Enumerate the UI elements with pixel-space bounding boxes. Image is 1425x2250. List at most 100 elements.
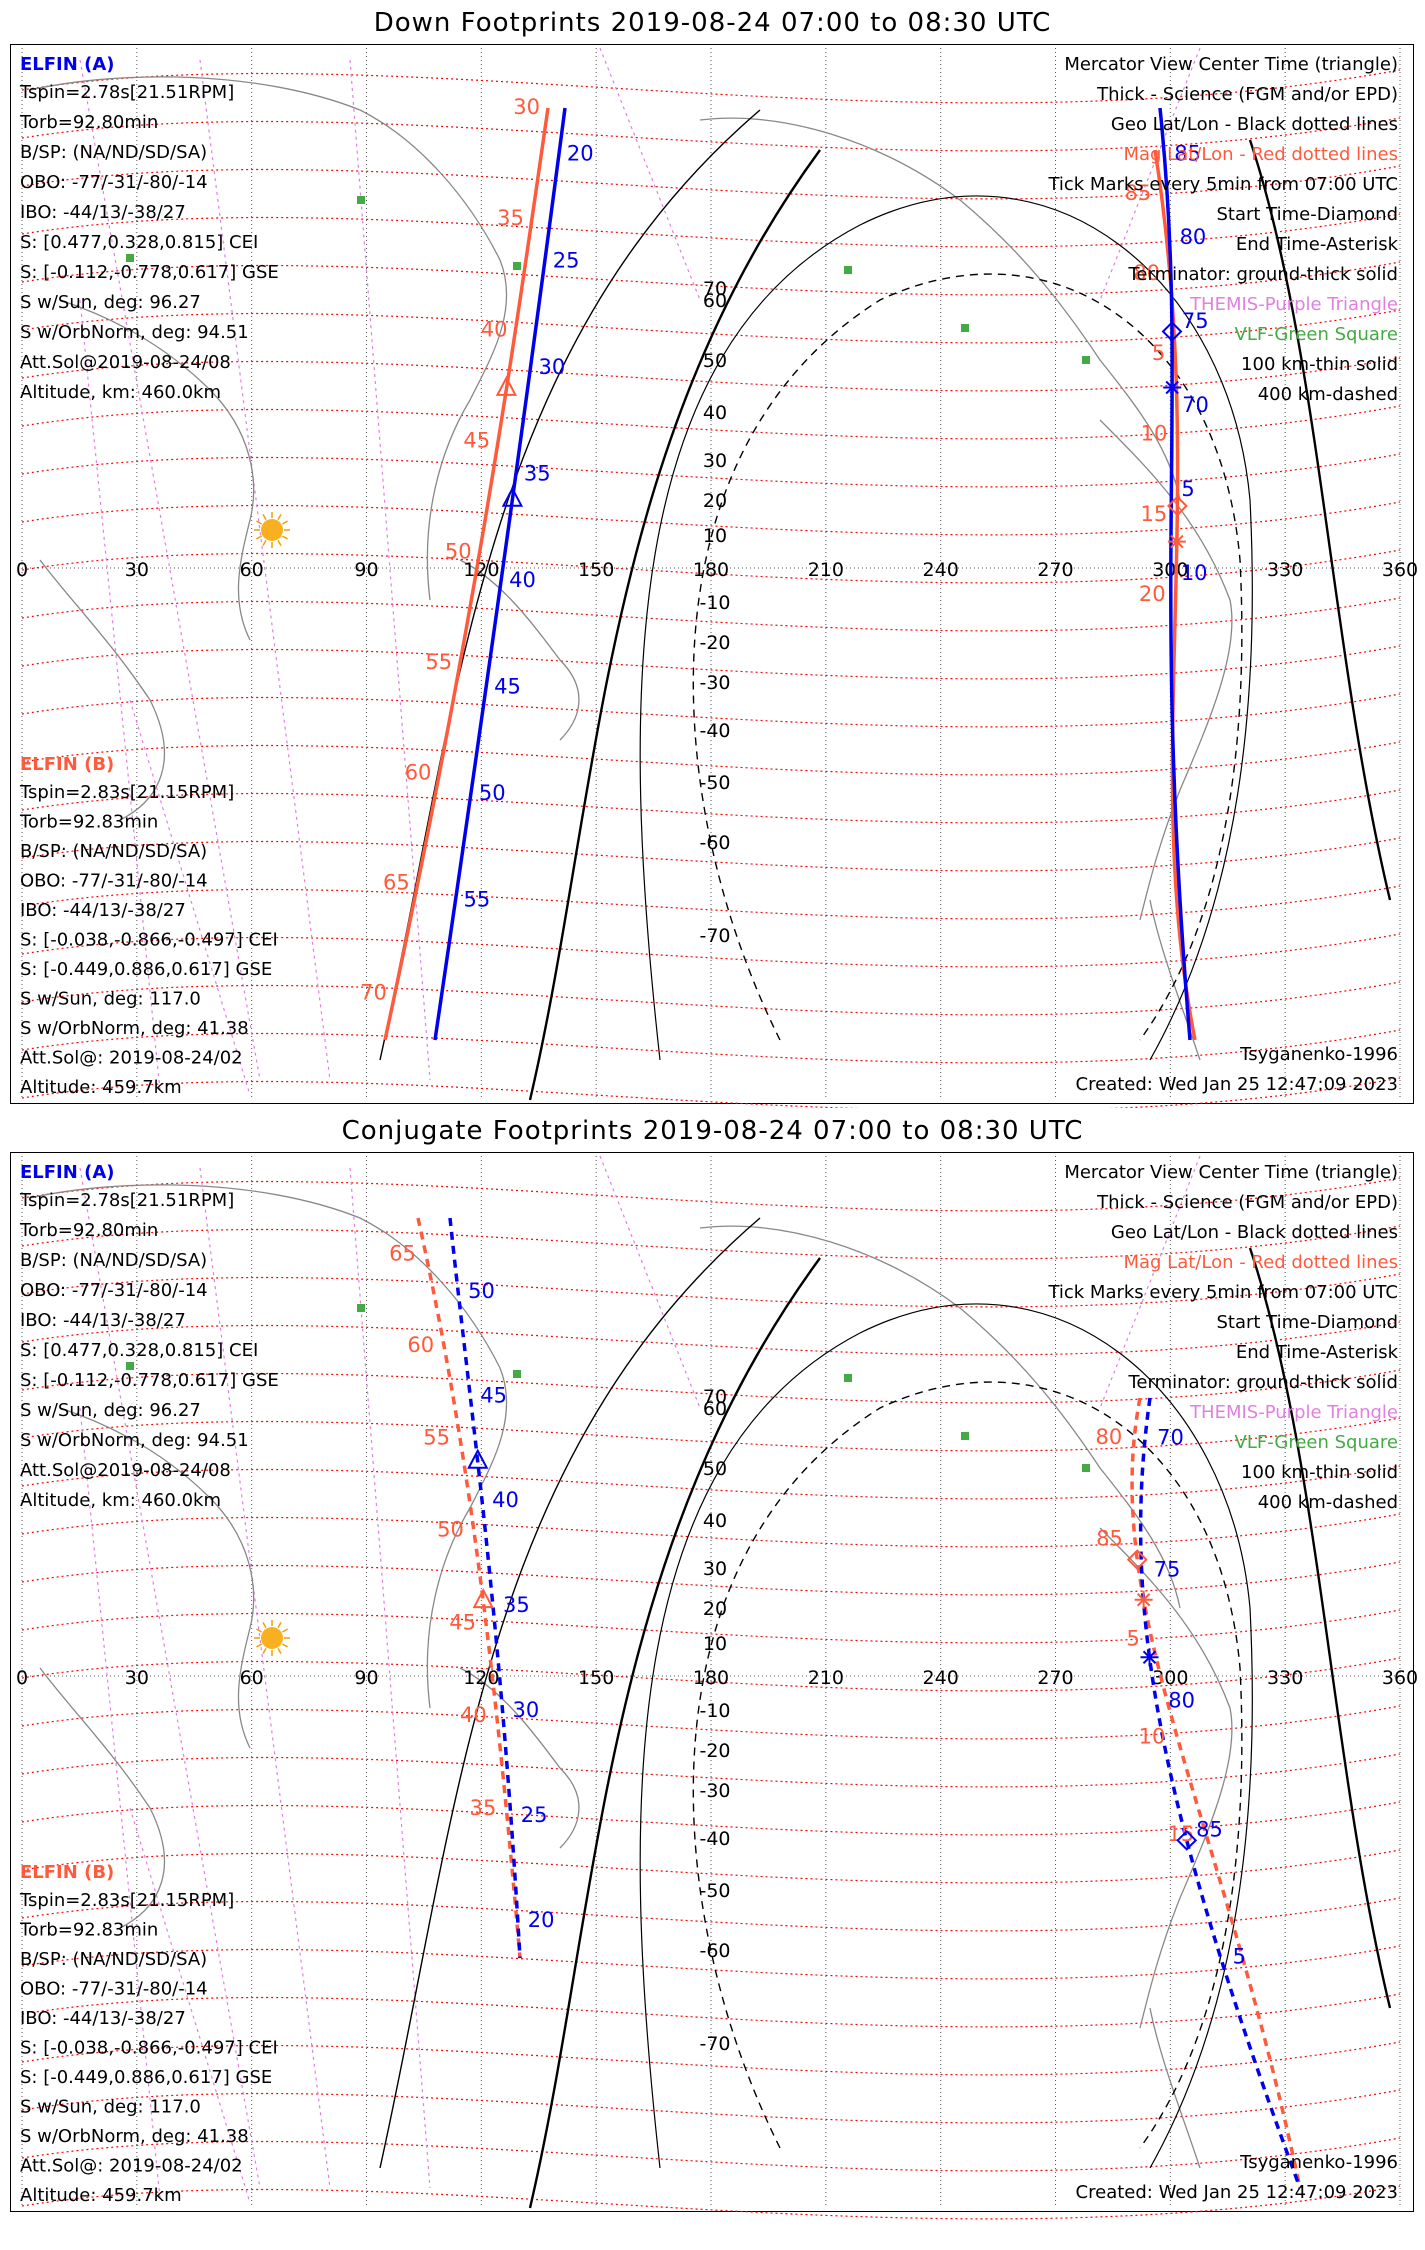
mag-latitude-line — [21, 1417, 1401, 1452]
elfin-a-tick-label: 50 — [468, 1279, 495, 1303]
lat-label: -40 — [699, 1828, 730, 1850]
lon-label: 0 — [16, 1667, 28, 1689]
elfin-b-tick-label: 5 — [1126, 1627, 1139, 1651]
lat-label: -10 — [699, 592, 730, 614]
coastline — [699, 117, 1181, 501]
sun-ray — [277, 1622, 282, 1628]
elfin-b-info-line: S: [-0.038,-0.866,-0.497] CEI — [20, 930, 278, 951]
elfin-b-name: ELFIN (B) — [20, 754, 114, 775]
lon-label: 150 — [578, 1667, 614, 1689]
mag-latitude-line — [21, 1945, 1401, 1980]
mag-latitude-line — [21, 2041, 1401, 2076]
elfin-b-tick-label: 35 — [497, 206, 524, 230]
terminator-ground-east — [1248, 139, 1392, 901]
terminator-ground-west — [528, 1257, 821, 2209]
lat-label: 60 — [703, 290, 727, 312]
elfin-b-tick-label: 50 — [445, 539, 472, 563]
elfin-a-info-line: OBO: -77/-31/-80/-14 — [20, 1280, 208, 1301]
vlf-green-square — [513, 1370, 521, 1378]
elfin-b-info: ELFIN (B) Tspin=2.83s[21.15RPM] Torb=92.83… — [19, 1862, 278, 2206]
elfin-a-info-line: S: [0.477,0.328,0.815] CEI — [20, 1340, 258, 1361]
mag-latitude-line — [21, 1801, 1401, 1836]
elfin-b-tick-label: 40 — [481, 317, 508, 341]
legend-l11: 100 km-thin solid — [1241, 1462, 1398, 1483]
legend-l5: Tick Marks every 5min from 07:00 UTC — [1047, 1282, 1398, 1303]
sun-ray — [256, 1643, 262, 1648]
elfin-a-tick-label: 50 — [479, 781, 506, 805]
elfin-a-tick-label: 70 — [1182, 393, 1209, 417]
lon-label: 60 — [240, 559, 264, 581]
elfin-b-track-west — [383, 107, 550, 1041]
lat-label: 30 — [703, 450, 727, 472]
mag-latitude-line — [21, 1077, 1401, 1108]
lon-label: 60 — [240, 1667, 264, 1689]
lat-label: 50 — [703, 1458, 727, 1480]
mag-latitude-line — [21, 1513, 1401, 1548]
elfin-b-tick-label: 55 — [423, 1425, 450, 1449]
footprint-tracks: 50 45 40 35 30 25 20 65 60 55 50 45 40 35 70 75 80 85 5 80 8… — [389, 1217, 1302, 2189]
legend-l9: THEMIS-Purple Triangle — [1189, 1402, 1398, 1423]
end-time-asterisk — [1163, 378, 1182, 397]
sun-ray — [282, 520, 288, 525]
elfin-a-info: ELFIN (A) Tspin=2.78s[21.51RPM] Torb=92.80… — [19, 54, 279, 403]
elfin-a-name: ELFIN (A) — [20, 54, 114, 75]
elfin-a-tick-label: 20 — [567, 142, 594, 166]
coastlines — [29, 76, 1233, 1061]
coastline — [59, 299, 255, 641]
elfin-b-info-line: Tspin=2.83s[21.15RPM] — [19, 782, 234, 803]
sun-icon — [254, 1620, 290, 1656]
sun-ray — [256, 535, 262, 540]
center-time-triangle — [467, 1448, 489, 1469]
lon-label: 270 — [1037, 1667, 1073, 1689]
created-timestamp: Created: Wed Jan 25 12:47:09 2023 — [1076, 2182, 1398, 2203]
legend: Mercator View Center Time (triangle) Thic… — [1047, 54, 1398, 405]
elfin-a-info-line: Tspin=2.78s[21.51RPM] — [19, 82, 234, 103]
axis-labels: 0 30 60 90 120 150 180 210 240 270 300 330 360706050… — [16, 1386, 1418, 2055]
lon-label: 330 — [1267, 1667, 1303, 1689]
mag-latitude-line — [21, 1225, 1401, 1260]
map-canvas: 0 30 60 90 120 150 180 210 240 270 300 330 360706050… — [16, 47, 1418, 1108]
elfin-b-info-line: B/SP: (NA/ND/SD/SA) — [20, 841, 207, 862]
vlf-green-square — [1082, 356, 1090, 364]
lon-label: 210 — [808, 1667, 844, 1689]
lon-label: 240 — [923, 559, 959, 581]
elfin-a-info-line: S w/OrbNorm, deg: 94.51 — [20, 1430, 249, 1451]
legend-l2: Thick - Science (FGM and/or EPD) — [1096, 84, 1398, 105]
sun-ray — [282, 535, 288, 540]
legend-l3: Geo Lat/Lon - Black dotted lines — [1111, 1222, 1398, 1243]
mag-latitude-line — [21, 645, 1401, 680]
lon-label: 90 — [354, 559, 378, 581]
mag-latitude-line — [21, 2137, 1401, 2172]
mag-longitude-line — [599, 1155, 701, 1409]
elfin-b-info-line: IBO: -44/13/-38/27 — [20, 2008, 186, 2029]
elfin-b-info-line: IBO: -44/13/-38/27 — [20, 900, 186, 921]
lon-label: 150 — [578, 559, 614, 581]
start-time-diamond — [1161, 321, 1183, 342]
geo-grid — [21, 48, 1401, 1100]
elfin-a-tick-label: 35 — [503, 1593, 530, 1617]
sun-icon — [254, 512, 290, 548]
elfin-a-tick-label: 70 — [1157, 1425, 1184, 1449]
lat-label: -50 — [699, 772, 730, 794]
lat-label: 50 — [703, 350, 727, 372]
mag-longitude-line — [199, 59, 331, 1081]
elfin-b-name: ELFIN (B) — [20, 1862, 114, 1883]
elfin-a-tick-label: 30 — [513, 1698, 540, 1722]
lat-label: -70 — [699, 2033, 730, 2055]
lat-label: 10 — [703, 525, 727, 547]
elfin-b-info-line: Torb=92.83min — [19, 812, 158, 833]
mag-latitude-line — [21, 213, 1401, 248]
sun-ray — [282, 1628, 288, 1633]
model-name: Tsyganenko-1996 — [1239, 1044, 1398, 1065]
start-time-diamond — [1176, 1829, 1198, 1851]
panel-title: Conjugate Footprints 2019-08-24 07:00 to… — [341, 1116, 1084, 1146]
vlf-green-square — [357, 1304, 365, 1312]
elfin-a-track-west — [448, 1217, 522, 1959]
elfin-a-info-line: Torb=92.80min — [19, 112, 158, 133]
mag-latitude-line — [21, 2089, 1401, 2124]
conjugate-footprints-panel: Conjugate Footprints 2019-08-24 07:00 to… — [0, 1108, 1425, 2250]
mag-latitude-line — [21, 1753, 1401, 1788]
elfin-a-tick-label: 10 — [1181, 561, 1208, 585]
mag-longitude-line — [79, 59, 261, 1081]
elfin-a-info-line: S: [0.477,0.328,0.815] CEI — [20, 232, 258, 253]
